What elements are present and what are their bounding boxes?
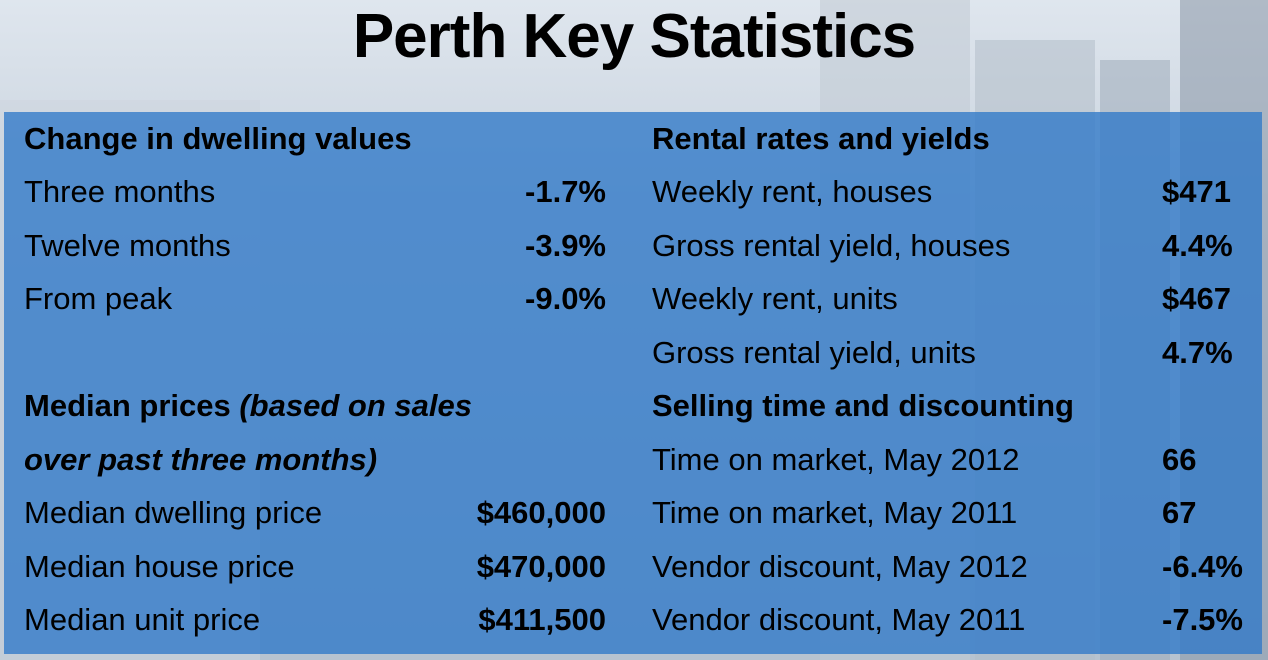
stat-value: $470,000 [476,548,606,584]
stat-value: 4.4% [1162,227,1233,263]
stat-row: Weekly rent, units $467 [652,273,1252,327]
stat-row: Weekly rent, houses $471 [652,166,1252,220]
stat-label: Median unit price [24,602,261,638]
stat-label: Twelve months [24,227,231,263]
median-heading-italic: over past three months) [24,441,378,477]
median-heading-italic: (based on sales [239,388,472,424]
stat-value: -3.9% [525,227,606,263]
median-prices-heading-cont: over past three months) [24,433,606,487]
stat-value: -1.7% [525,174,606,210]
stat-row: Three months -1.7% [24,166,606,220]
stat-label: From peak [24,281,173,317]
stat-label: Gross rental yield, houses [652,227,1011,263]
rental-heading: Rental rates and yields [652,120,990,156]
stat-value: 66 [1162,441,1197,477]
stat-label: Weekly rent, houses [652,174,933,210]
stat-label: Three months [24,174,216,210]
slide-title: Perth Key Statistics [352,2,916,71]
stat-row: Vendor discount, May 2012 -6.4% [652,540,1252,594]
stat-value: 67 [1162,495,1197,531]
stat-label: Weekly rent, units [652,281,898,317]
left-column: Change in dwelling values Three months -… [24,112,606,647]
stat-label: Time on market, May 2012 [652,441,1020,477]
stat-label: Median house price [24,548,295,584]
statistics-panel: Change in dwelling values Three months -… [4,112,1262,654]
stat-row: Vendor discount, May 2011 -7.5% [652,594,1252,648]
stat-label: Time on market, May 2011 [652,495,1018,531]
stat-value: $460,000 [476,495,606,531]
stat-row: Median unit price $411,500 [24,594,606,648]
stat-value: $471 [1162,174,1231,210]
stat-label: Gross rental yield, units [652,334,976,370]
right-column: Rental rates and yields Weekly rent, hou… [652,112,1252,647]
stat-row: Gross rental yield, houses 4.4% [652,219,1252,273]
stat-value: 4.7% [1162,334,1233,370]
stat-label: Vendor discount, May 2012 [652,548,1028,584]
stat-value: -9.0% [525,281,606,317]
stat-row: From peak -9.0% [24,273,606,327]
dwelling-values-heading: Change in dwelling values [24,120,412,156]
spacer-row [24,326,606,380]
stat-label: Vendor discount, May 2011 [652,602,1026,638]
median-prices-heading: Median prices (based on sales [24,380,606,434]
median-heading-bold: Median prices [24,388,240,424]
stat-row: Median dwelling price $460,000 [24,487,606,541]
stat-row: Twelve months -3.9% [24,219,606,273]
stat-value: -6.4% [1162,548,1243,584]
stat-label: Median dwelling price [24,495,323,531]
stat-value: $411,500 [478,602,606,638]
stat-row: Gross rental yield, units 4.7% [652,326,1252,380]
stat-row: Time on market, May 2011 67 [652,487,1252,541]
stat-value: $467 [1162,281,1231,317]
selling-heading: Selling time and discounting [652,388,1074,424]
stat-value: -7.5% [1162,602,1243,638]
stat-row: Time on market, May 2012 66 [652,433,1252,487]
stat-row: Median house price $470,000 [24,540,606,594]
